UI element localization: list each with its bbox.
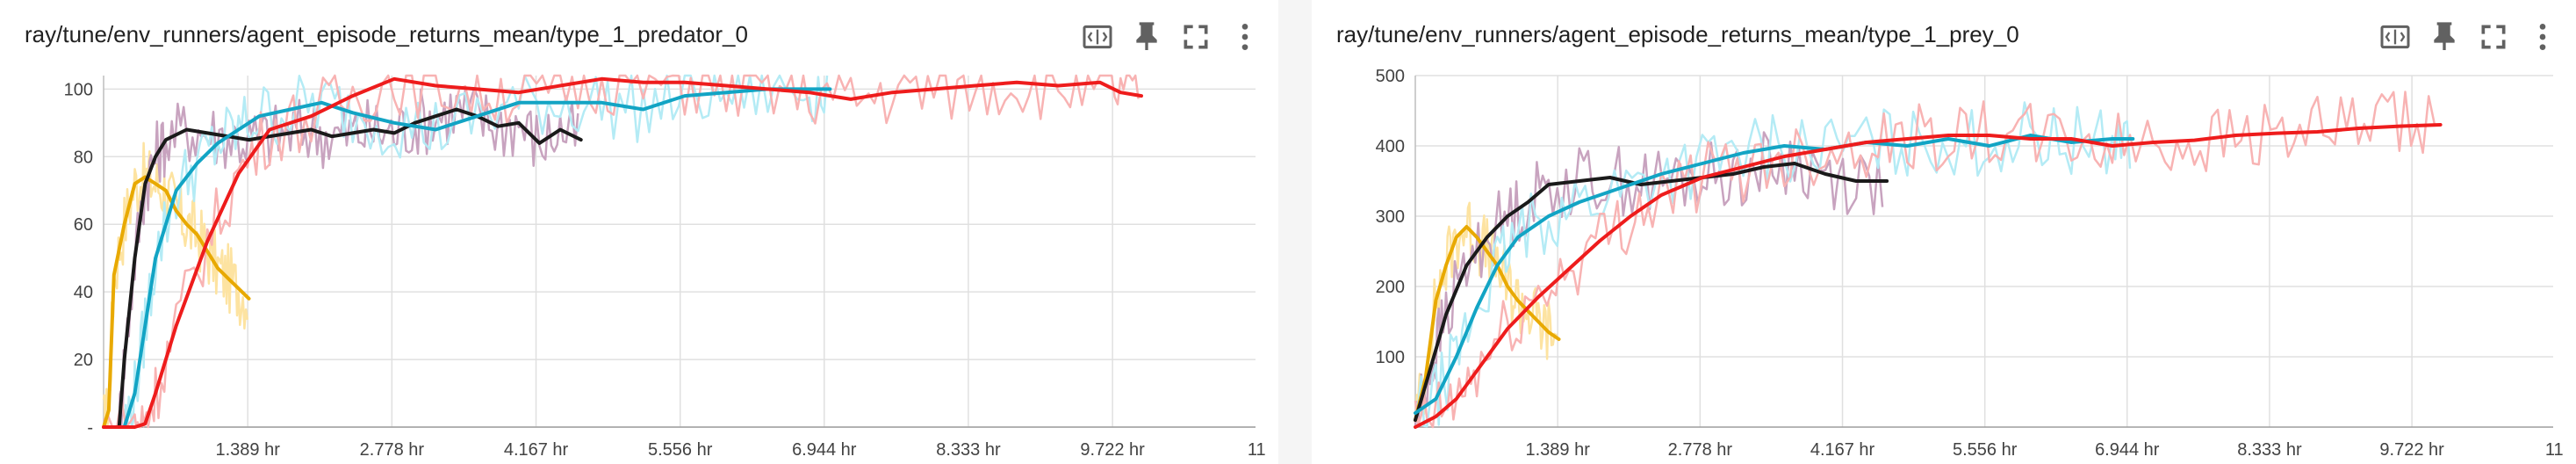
y-tick-label: 100	[1376, 348, 1405, 367]
smoothed-series-line	[122, 87, 832, 429]
raw-series-line	[1414, 201, 1558, 428]
raw-series-line	[102, 141, 249, 429]
x-tick-label: 1.389 hr	[1525, 440, 1590, 460]
line-chart[interactable]: - 20 40 60 80 100 1.389 hr 2.778 hr 4.167 hr 5.55…	[0, 69, 1278, 464]
fit-domain-button[interactable]	[1073, 16, 1122, 58]
x-tick-label: 4.167 hr	[1810, 440, 1875, 460]
x-tick-label: 8.333 hr	[936, 440, 1001, 460]
smoothed-series-line	[1414, 225, 1561, 422]
raw-series-line	[103, 74, 1140, 429]
chart-card-predator: ray/tune/env_runners/agent_episode_retur…	[0, 0, 1278, 464]
card-toolbar	[2371, 16, 2567, 58]
smoothed-series-line	[1414, 123, 2443, 429]
x-tick-label: 11	[2545, 440, 2564, 460]
raw-series-line	[123, 74, 829, 429]
raw-series-line	[118, 87, 579, 429]
x-tick-label: 11	[1248, 440, 1266, 460]
y-tick-label: 20	[74, 351, 93, 370]
raw-series-line	[1414, 91, 2436, 429]
y-tick-label: 60	[74, 215, 93, 235]
y-tick-label: 40	[74, 283, 93, 302]
pin-icon	[2434, 22, 2455, 50]
fullscreen-button[interactable]	[2469, 16, 2518, 58]
pin-button[interactable]	[2420, 16, 2469, 58]
x-tick-label: 2.778 hr	[1668, 440, 1733, 460]
smoothed-series-line	[117, 107, 583, 429]
fit-domain-button[interactable]	[2371, 16, 2420, 58]
x-tick-label: 6.944 hr	[792, 440, 857, 460]
chart-title: ray/tune/env_runners/agent_episode_retur…	[1336, 21, 2019, 47]
x-tick-label: 9.722 hr	[2379, 440, 2444, 460]
line-chart[interactable]: 100 200 300 400 500 1.389 hr 2.778 hr 4.167 hr 5…	[1312, 69, 2576, 464]
y-tick-label: 200	[1376, 278, 1405, 297]
raw-series-line	[1414, 131, 1884, 427]
pin-icon	[1136, 22, 1157, 50]
x-tick-label: 2.778 hr	[360, 440, 425, 460]
x-tick-label: 9.722 hr	[1080, 440, 1145, 460]
card-toolbar	[1073, 16, 1270, 58]
panel-gap	[1278, 0, 1312, 464]
smoothed-series-line	[102, 76, 1143, 429]
fullscreen-icon	[1184, 25, 1208, 49]
x-tick-label: 8.333 hr	[2237, 440, 2302, 460]
smoothed-series-line	[1414, 162, 1889, 422]
more-options-button[interactable]	[1220, 16, 1270, 58]
more-vert-icon	[2539, 24, 2546, 50]
more-options-button[interactable]	[2518, 16, 2567, 58]
smoothed-series-line	[102, 175, 251, 429]
y-tick-label: 80	[74, 148, 93, 167]
smoothed-series-line	[1414, 134, 2135, 415]
x-tick-label: 5.556 hr	[648, 440, 713, 460]
fullscreen-button[interactable]	[1171, 16, 1220, 58]
fullscreen-icon	[2481, 25, 2506, 49]
y-tick-label: 500	[1376, 69, 1405, 86]
x-tick-label: 4.167 hr	[504, 440, 569, 460]
pin-button[interactable]	[1122, 16, 1171, 58]
x-tick-label: 5.556 hr	[1953, 440, 2018, 460]
raw-series-line	[1414, 101, 2132, 428]
y-tick-label: 400	[1376, 137, 1405, 156]
y-tick-label: 300	[1376, 207, 1405, 227]
chart-title: ray/tune/env_runners/agent_episode_retur…	[25, 21, 748, 47]
fit-domain-icon	[2380, 25, 2410, 49]
chart-card-prey: ray/tune/env_runners/agent_episode_retur…	[1312, 0, 2576, 464]
more-vert-icon	[1241, 24, 1248, 50]
x-tick-label: 1.389 hr	[215, 440, 280, 460]
x-tick-label: 6.944 hr	[2095, 440, 2160, 460]
fit-domain-icon	[1083, 25, 1112, 49]
y-tick-label: -	[87, 418, 93, 438]
y-tick-label: 100	[64, 80, 93, 99]
